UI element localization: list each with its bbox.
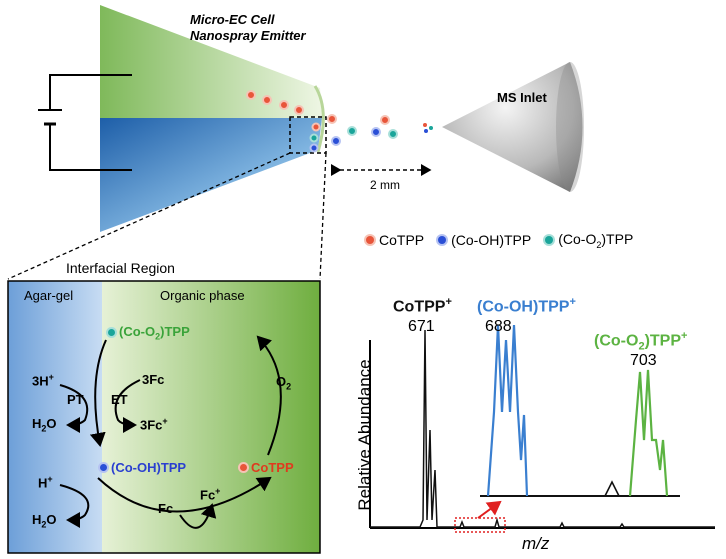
legend-label-co-oh: (Co-OH)TPP [451,232,532,249]
emitter-title-line2: Nanospray Emitter [190,28,306,43]
legend-item-cotpp: CoTPP [366,232,424,248]
spectrum-ylabel: Relative Abundance [355,359,374,511]
interface-zoom-box [289,116,327,154]
droplets [246,90,433,153]
emitter-title: Micro-EC Cell Nanospray Emitter [190,12,306,44]
peak-label-co-o2: (Co-O2)TPP+ [594,330,688,353]
peak-mz-703: 703 [630,352,657,369]
cotpp-dot-icon [366,236,374,245]
co-o2-peak [628,369,669,497]
ms-inlet-label: MS Inlet [497,90,547,105]
distance-label: 2 mm [370,178,400,192]
circuit [38,74,132,171]
nanospray-emitter [100,5,325,232]
legend-label-co-o2: (Co-O2)TPP [558,231,634,250]
legend-label-cotpp: CoTPP [379,232,425,249]
co-oh-peak [486,324,529,497]
interfacial-region-title: Interfacial Region [66,260,175,276]
legend-item-co-o2: (Co-O2)TPP [545,231,633,250]
peak-mz-688: 688 [485,318,512,335]
label-pt: PT [67,392,84,407]
agar-gel-label: Agar-gel [24,288,74,303]
cotpp-peak [370,329,715,528]
peak-mz-671: 671 [408,318,435,335]
co-o2-species-icon [108,329,115,337]
co-oh-species-icon [100,464,107,471]
organic-phase-region [102,281,320,553]
label-h2o-1: H2O [32,416,57,434]
species-cotpp: CoTPP [240,460,294,475]
label-3h-plus: 3H+ [32,372,54,389]
co-oh-dot-icon [438,236,447,245]
mass-spectrum [369,324,715,533]
peak-label-co-oh: (Co-OH)TPP+ [477,296,576,316]
label-h-plus: H+ [38,474,53,491]
co-o2-dot-icon [545,236,554,245]
legend: CoTPP (Co-OH)TPP (Co-O2)TPP [366,231,633,250]
ms-inlet-cone [442,62,583,192]
legend-item-co-oh: (Co-OH)TPP [438,232,531,248]
label-fc: Fc [158,501,174,516]
label-o2: O2 [276,374,292,392]
cotpp-species-icon [240,464,247,471]
label-et: ET [111,392,128,407]
species-co-oh: (Co-OH)TPP [100,460,186,475]
species-co-o2: (Co-O2)TPP [108,324,190,342]
organic-phase-label: Organic phase [160,288,245,303]
peak-label-cotpp: CoTPP+ [393,296,452,316]
emitter-title-line1: Micro-EC Cell [190,12,275,27]
label-h2o-2: H2O [32,512,57,530]
label-3fc-plus: 3Fc+ [140,416,168,433]
label-3fc: 3Fc [142,372,165,387]
reaction-arrows [59,335,282,529]
spectrum-xlabel: m/z [522,534,550,553]
label-fc-plus: Fc+ [200,486,221,503]
